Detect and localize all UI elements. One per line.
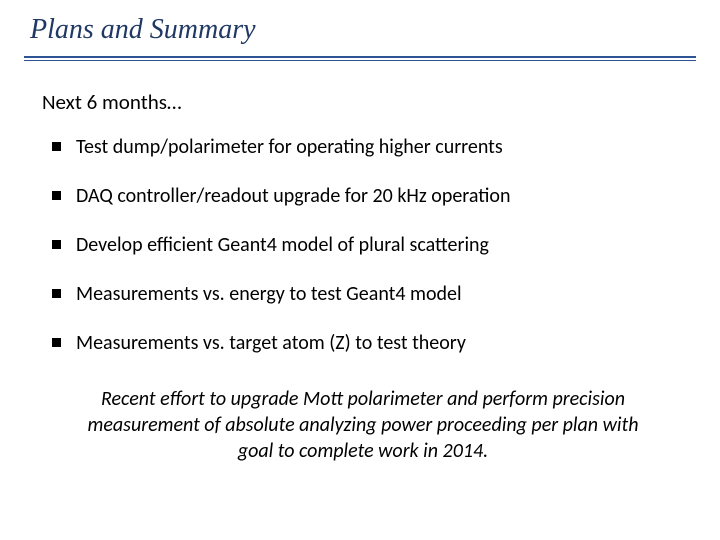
slide: Plans and Summary Next 6 months… Test du… (0, 0, 720, 540)
bullet-item: Test dump/polarimeter for operating high… (52, 135, 684, 160)
slide-title: Plans and Summary (24, 14, 696, 54)
subheading: Next 6 months… (42, 89, 684, 115)
bullet-item: Measurements vs. target atom (Z) to test… (52, 331, 684, 356)
footer-note: Recent effort to upgrade Mott polarimete… (42, 380, 684, 464)
slide-content: Next 6 months… Test dump/polarimeter for… (24, 61, 696, 464)
bullet-item: Measurements vs. energy to test Geant4 m… (52, 282, 684, 307)
bullet-item: Develop efficient Geant4 model of plural… (52, 233, 684, 258)
bullet-item: DAQ controller/readout upgrade for 20 kH… (52, 184, 684, 209)
bullet-list: Test dump/polarimeter for operating high… (52, 135, 684, 356)
